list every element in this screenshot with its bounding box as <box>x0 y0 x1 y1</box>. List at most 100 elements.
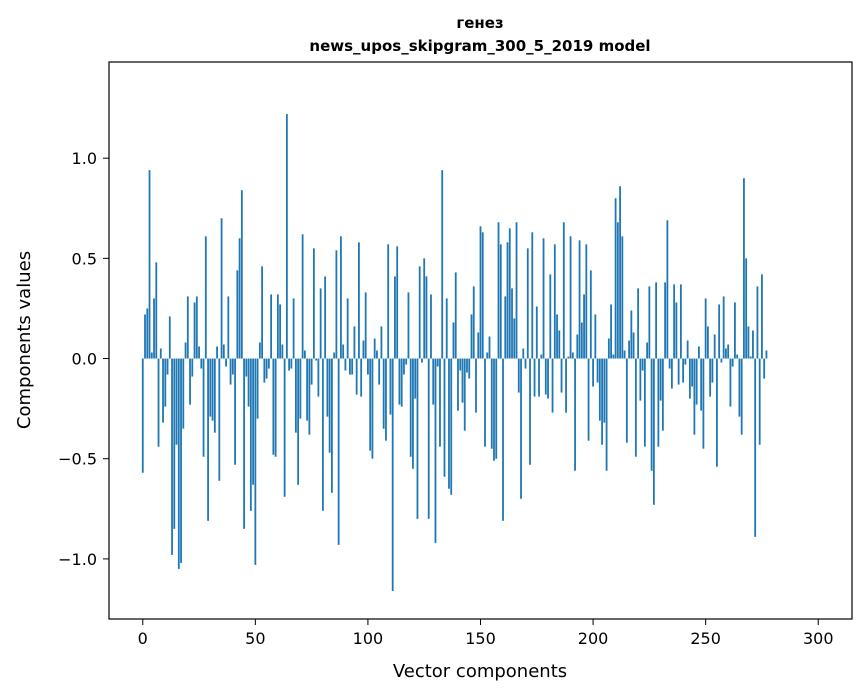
bar-178 <box>542 238 545 359</box>
bar-113 <box>396 246 399 359</box>
bar-151 <box>481 232 484 359</box>
bar-52 <box>258 342 261 359</box>
bar-86 <box>335 250 338 359</box>
bar-108 <box>385 358 387 441</box>
bar-161 <box>504 296 507 359</box>
bar-49 <box>252 358 254 485</box>
bar-179 <box>544 358 547 395</box>
bar-260 <box>727 344 730 359</box>
bar-44 <box>240 190 243 359</box>
bar-123 <box>418 266 421 359</box>
bar-135 <box>445 298 448 359</box>
bar-156 <box>493 358 495 461</box>
bar-116 <box>403 358 405 375</box>
bar-95 <box>355 358 358 395</box>
bar-20 <box>186 296 189 359</box>
bar-252 <box>709 358 712 397</box>
bar-189 <box>567 356 570 359</box>
bar-16 <box>177 358 180 569</box>
bar-114 <box>398 358 401 405</box>
x-axis-label: Vector components <box>393 661 567 682</box>
bar-254 <box>713 334 716 359</box>
bar-204 <box>601 358 603 445</box>
bar-198 <box>587 358 590 441</box>
bar-203 <box>598 358 601 421</box>
bar-262 <box>731 358 734 367</box>
bar-157 <box>495 358 498 459</box>
bar-91 <box>346 298 349 359</box>
bar-85 <box>333 352 336 359</box>
bar-242 <box>686 340 689 359</box>
bar-191 <box>571 352 574 359</box>
bar-12 <box>168 316 171 359</box>
bar-201 <box>594 314 597 359</box>
bar-74 <box>308 358 311 435</box>
bar-71 <box>301 234 304 359</box>
bar-59 <box>274 358 277 457</box>
bar-231 <box>661 358 664 431</box>
bar-102 <box>371 358 374 459</box>
bar-215 <box>625 358 628 443</box>
bar-184 <box>556 314 558 359</box>
bar-238 <box>677 358 680 385</box>
bar-222 <box>641 358 644 371</box>
bar-166 <box>515 222 518 359</box>
bar-247 <box>698 346 700 359</box>
bar-134 <box>443 358 446 477</box>
bar-107 <box>382 358 385 429</box>
bar-216 <box>628 340 630 359</box>
bar-4 <box>150 352 153 359</box>
bar-190 <box>569 236 572 359</box>
bar-127 <box>427 358 430 519</box>
bar-67 <box>292 298 295 359</box>
bar-72 <box>303 350 306 359</box>
bar-121 <box>414 358 417 399</box>
bar-227 <box>652 358 655 505</box>
bar-109 <box>387 244 390 359</box>
bar-162 <box>506 242 509 359</box>
bar-53 <box>261 266 263 359</box>
bar-211 <box>616 222 619 359</box>
bar-77 <box>315 358 318 361</box>
bar-103 <box>373 338 376 359</box>
bar-274 <box>758 358 761 445</box>
bar-31 <box>211 358 214 421</box>
bar-244 <box>691 358 694 387</box>
bar-51 <box>256 358 259 419</box>
bar-168 <box>520 358 522 499</box>
chart-subtitle: news_upos_skipgram_300_5_2019 model <box>309 37 650 55</box>
bar-165 <box>513 318 516 359</box>
bar-200 <box>592 358 594 387</box>
bar-218 <box>632 332 635 359</box>
bar-181 <box>549 274 552 359</box>
bar-172 <box>529 358 531 465</box>
bar-136 <box>448 358 450 489</box>
bar-3 <box>148 170 151 359</box>
bar-17 <box>180 358 182 563</box>
bar-57 <box>270 294 273 359</box>
x-tick-label: 250 <box>690 629 721 648</box>
bar-171 <box>526 248 529 359</box>
bar-124 <box>421 358 423 363</box>
bar-42 <box>236 270 239 359</box>
bar-268 <box>745 258 748 359</box>
chart-title: генез <box>456 14 503 32</box>
bar-36 <box>222 344 225 359</box>
bar-41 <box>234 358 236 465</box>
bar-55 <box>265 358 268 379</box>
bar-229 <box>657 358 660 447</box>
bar-117 <box>405 358 408 365</box>
bar-128 <box>430 294 432 359</box>
bar-149 <box>477 332 480 359</box>
bar-133 <box>441 170 444 359</box>
bar-246 <box>695 358 698 405</box>
bar-257 <box>720 358 723 363</box>
bar-153 <box>486 352 489 359</box>
bar-112 <box>394 276 396 359</box>
bar-259 <box>725 348 727 359</box>
bar-183 <box>553 244 556 359</box>
bar-28 <box>204 236 207 359</box>
bar-45 <box>243 358 245 529</box>
bar-186 <box>560 358 563 393</box>
bar-115 <box>400 358 403 407</box>
